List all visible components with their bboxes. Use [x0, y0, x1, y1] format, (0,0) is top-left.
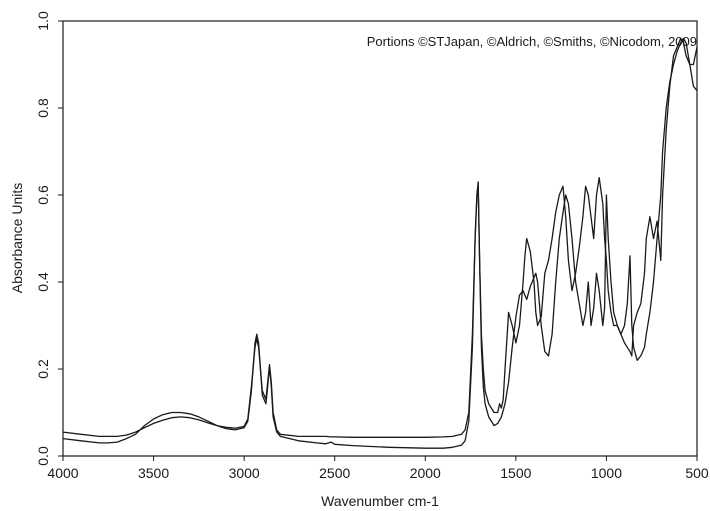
spectrum-line-2 [62, 37, 698, 438]
x-tick-label: 1000 [591, 465, 622, 481]
series-layer [62, 37, 698, 449]
y-tick-label: 0.0 [35, 446, 51, 466]
x-tick-label: 3000 [229, 465, 260, 481]
x-tick-label: 2500 [319, 465, 350, 481]
y-tick-label: 1.0 [35, 11, 51, 31]
x-tick-label: 1500 [500, 465, 531, 481]
x-tick-label: 500 [685, 465, 709, 481]
x-tick-label: 2000 [410, 465, 441, 481]
x-axis: 4000 3500 3000 2500 2000 1500 1000 500 [47, 456, 709, 481]
copyright-annotation: Portions ©STJapan, ©Aldrich, ©Smiths, ©N… [367, 34, 697, 49]
y-tick-label: 0.6 [35, 185, 51, 205]
x-tick-label: 4000 [47, 465, 78, 481]
y-tick-label: 0.2 [35, 359, 51, 379]
plot-frame [62, 20, 698, 457]
y-axis-title: Absorbance Units [9, 183, 25, 294]
x-axis-title: Wavenumber cm-1 [321, 493, 439, 509]
x-tick-label: 3500 [138, 465, 169, 481]
spectrum-line-1 [62, 37, 698, 449]
y-axis: 0.0 0.2 0.4 0.6 0.8 1.0 [35, 11, 63, 466]
y-tick-label: 0.4 [35, 272, 51, 292]
y-tick-label: 0.8 [35, 98, 51, 118]
